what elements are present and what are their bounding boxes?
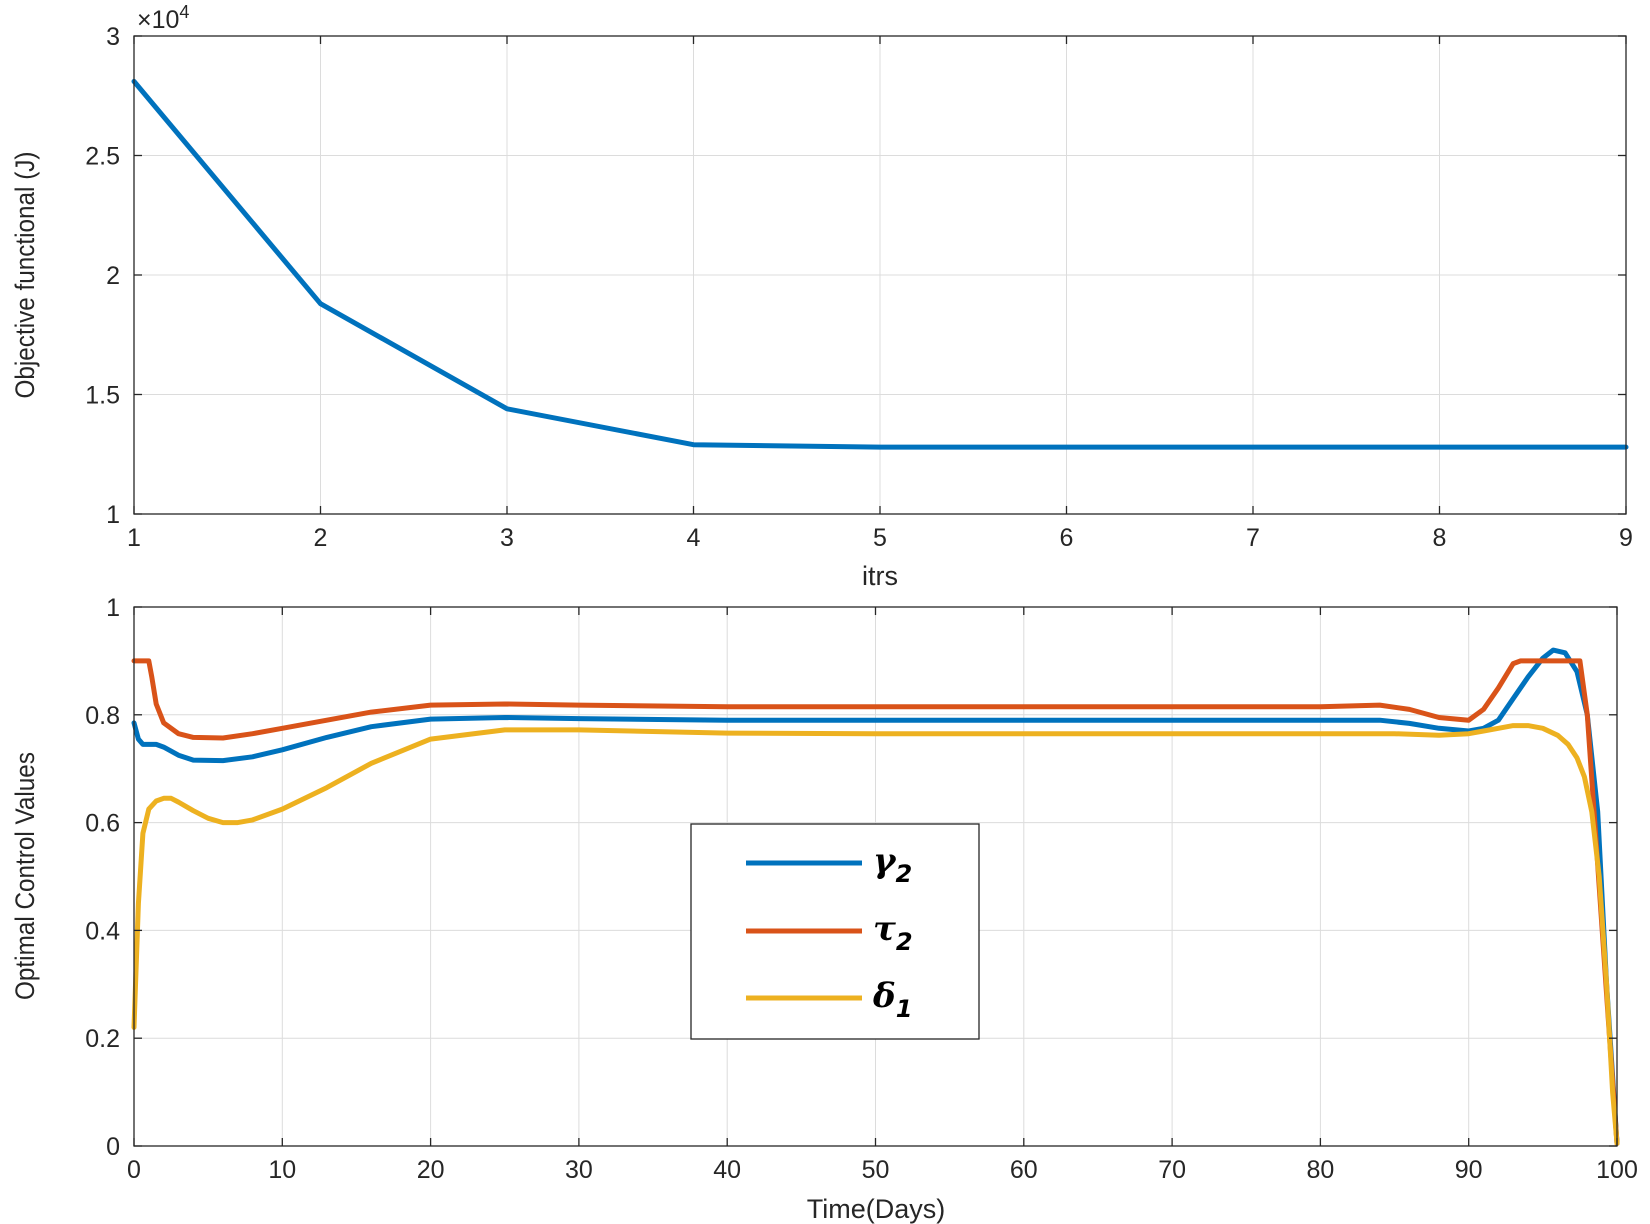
x-axis-label-1: itrs	[862, 561, 898, 591]
y-tick-label: 3	[106, 23, 120, 51]
x-tick-label: 3	[500, 524, 514, 552]
x-axis-label-2: Time(Days)	[807, 1194, 946, 1224]
series-layer-2	[131, 647, 1620, 1146]
x-tick-label: 40	[713, 1156, 741, 1184]
legend-label-gamma2: γ2	[873, 841, 912, 888]
objective-chart: 1 2 3 4 5 6 7 8 9 1 1.5 2 2.5 3 ×104 itrs Objective f…	[11, 2, 1633, 591]
x-tick-label: 30	[565, 1156, 593, 1184]
y-tick-label: 0.2	[85, 1025, 120, 1053]
x-tick-label: 90	[1455, 1156, 1483, 1184]
y-tick-label: 0.6	[85, 810, 120, 838]
y-tick-label: 0.4	[85, 917, 120, 945]
x-tick-label: 80	[1306, 1156, 1334, 1184]
x-tick-label: 7	[1246, 524, 1260, 552]
legend-label-tau2: τ2	[873, 909, 913, 956]
series-line-1-2	[131, 723, 1620, 1146]
x-tick-label: 1	[127, 524, 141, 552]
x-tick-label: 8	[1433, 524, 1447, 552]
y-tick-label: 1	[106, 501, 120, 529]
x-tick-label: 50	[862, 1156, 890, 1184]
y-axis-label-1: Objective functional (J)	[11, 151, 40, 398]
ticks-2: 0 10 20 30 40 50 60 70 80 90 100 0 0.2 0.4 0.6 0.8 1	[85, 594, 1638, 1184]
y-tick-label: 2	[106, 262, 120, 290]
series-layer-1	[131, 78, 1629, 450]
legend-label-delta1: δ1	[872, 976, 912, 1023]
y-axis-label-2: Optimal Control Values	[11, 752, 40, 1000]
ticks-1: 1 2 3 4 5 6 7 8 9 1 1.5 2 2.5 3	[85, 23, 1633, 552]
y-tick-label: 2.5	[85, 143, 120, 171]
exponent-label: ×104	[137, 2, 189, 34]
x-tick-label: 20	[417, 1156, 445, 1184]
x-tick-label: 9	[1619, 524, 1633, 552]
x-tick-label: 4	[687, 524, 701, 552]
y-tick-label: 1.5	[85, 382, 120, 410]
legend: γ2 τ2 δ1	[690, 823, 980, 1040]
series-line-0-0	[131, 78, 1629, 450]
y-tick-label: 1	[106, 594, 120, 622]
y-tick-label: 0	[106, 1133, 120, 1161]
x-tick-label: 6	[1060, 524, 1074, 552]
y-tick-label: 0.8	[85, 702, 120, 730]
series-line-1-1	[131, 658, 1620, 1146]
x-tick-label: 0	[127, 1156, 141, 1184]
control-chart: 0 10 20 30 40 50 60 70 80 90 100 0 0.2 0.4 0.6 0.8 1 Tim…	[11, 594, 1638, 1224]
x-tick-label: 60	[1010, 1156, 1038, 1184]
x-tick-label: 2	[314, 524, 328, 552]
x-tick-label: 100	[1596, 1156, 1638, 1184]
x-tick-label: 10	[268, 1156, 296, 1184]
x-tick-label: 5	[873, 524, 887, 552]
x-tick-label: 70	[1158, 1156, 1186, 1184]
series-line-1-0	[131, 647, 1620, 1146]
